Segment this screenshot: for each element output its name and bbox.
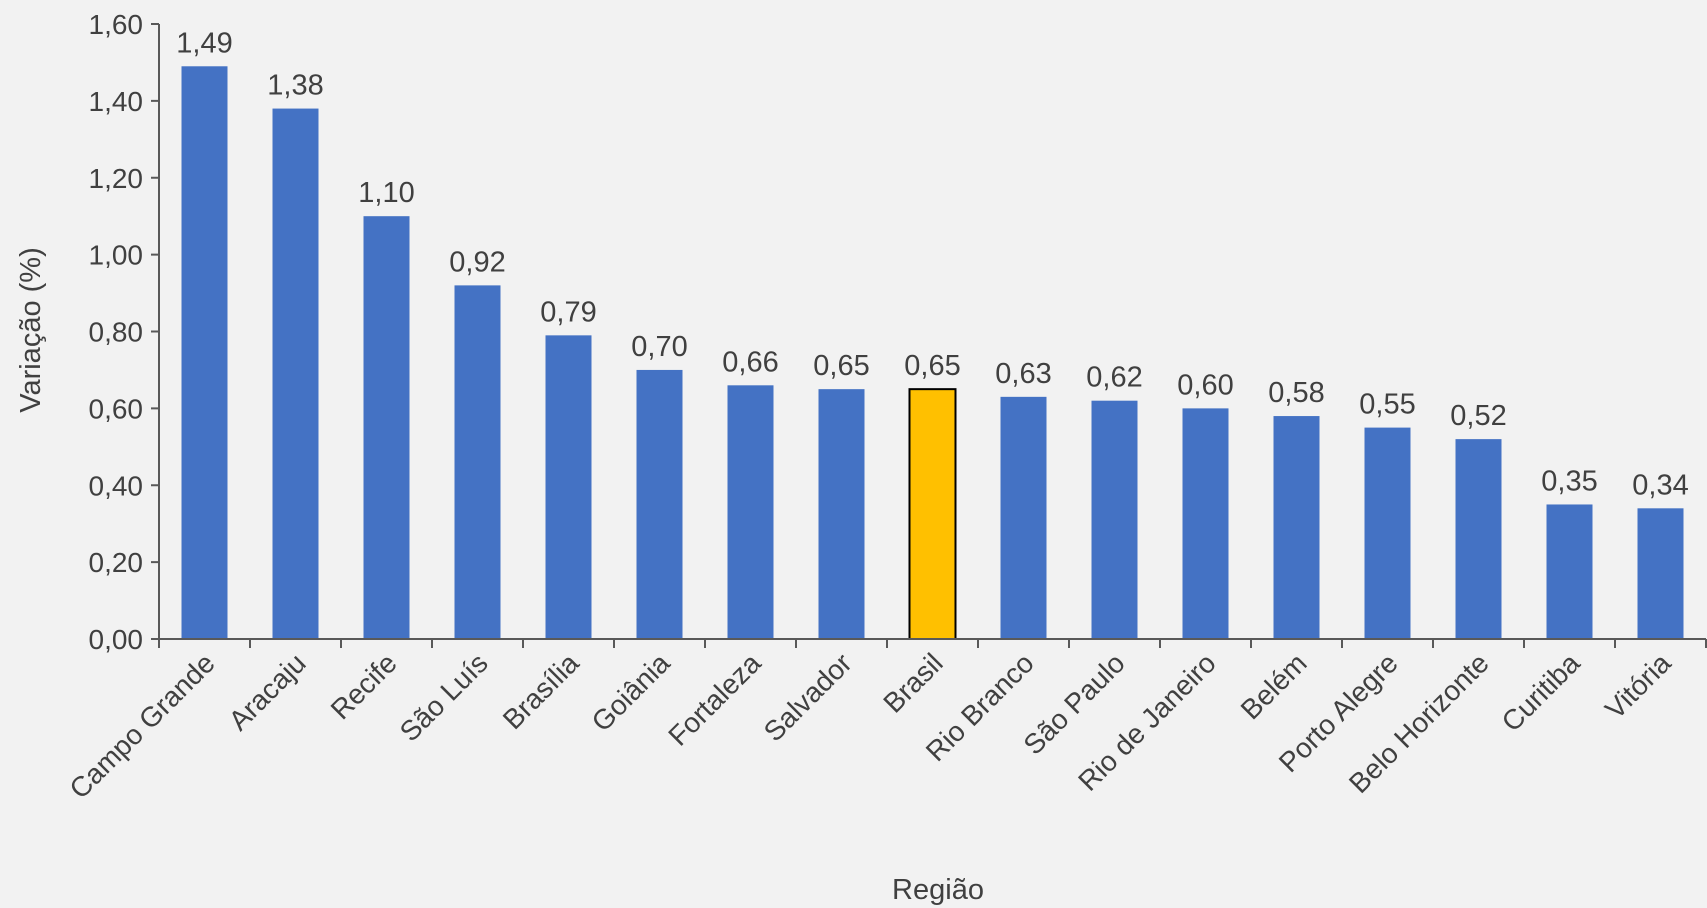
bar bbox=[363, 216, 410, 639]
data-label: 1,38 bbox=[267, 70, 323, 102]
y-tick-label: 0,60 bbox=[89, 393, 144, 424]
y-tick-label: 0,00 bbox=[89, 624, 144, 655]
bar bbox=[1182, 408, 1229, 639]
bar bbox=[1364, 427, 1411, 639]
y-tick-label: 1,60 bbox=[89, 9, 144, 40]
x-tick-label: Goiânia bbox=[586, 647, 676, 737]
bar bbox=[636, 369, 683, 639]
bar bbox=[272, 108, 319, 639]
x-tick-label: São Luís bbox=[394, 647, 494, 747]
bar-highlight bbox=[908, 388, 957, 640]
data-label: 0,58 bbox=[1268, 377, 1324, 409]
bar bbox=[545, 335, 592, 639]
x-tick-label: Vitória bbox=[1599, 647, 1677, 725]
y-tick-label: 0,80 bbox=[89, 317, 144, 348]
data-label: 0,63 bbox=[995, 358, 1051, 390]
data-label: 0,65 bbox=[813, 350, 869, 382]
bars-group bbox=[181, 66, 1684, 640]
y-tick-label: 0,40 bbox=[89, 470, 144, 501]
bar bbox=[1000, 396, 1047, 639]
bar bbox=[818, 389, 865, 639]
bar bbox=[1546, 504, 1593, 639]
y-tick-label: 1,00 bbox=[89, 240, 144, 271]
bar bbox=[1455, 439, 1502, 639]
data-label: 1,49 bbox=[176, 27, 232, 59]
data-label: 0,60 bbox=[1177, 369, 1233, 401]
data-label: 0,62 bbox=[1086, 362, 1142, 394]
y-axis: 0,00 0,20 0,40 0,60 0,80 1,00 1,20 1,40 1,60 bbox=[89, 9, 160, 655]
bar bbox=[454, 285, 501, 639]
x-tick-label: Brasília bbox=[497, 647, 585, 735]
data-label: 0,34 bbox=[1632, 469, 1688, 501]
y-tick-label: 1,40 bbox=[89, 86, 144, 117]
bar bbox=[727, 385, 774, 639]
bar bbox=[1091, 400, 1138, 639]
data-label: 0,55 bbox=[1359, 389, 1415, 421]
bar bbox=[1637, 508, 1684, 639]
data-label: 0,79 bbox=[540, 296, 596, 328]
data-label: 0,35 bbox=[1541, 465, 1597, 497]
data-label: 1,10 bbox=[358, 177, 414, 209]
data-label: 0,92 bbox=[449, 246, 505, 278]
x-tick-label: Aracaju bbox=[223, 647, 312, 736]
x-tick-label: Belém bbox=[1235, 647, 1313, 725]
x-tick-label: Curitiba bbox=[1496, 647, 1586, 737]
y-axis-title: Variação (%) bbox=[15, 247, 47, 412]
x-axis-title: Região bbox=[892, 874, 984, 906]
data-labels-group: 1,49 1,38 1,10 0,92 0,79 0,70 0,66 0,65 0,65 0,63… bbox=[176, 27, 1688, 501]
x-tick-label: Campo Grande bbox=[63, 647, 220, 804]
data-label: 0,70 bbox=[631, 331, 687, 363]
x-tick-label: Recife bbox=[325, 647, 403, 725]
data-label: 0,52 bbox=[1450, 400, 1506, 432]
x-tick-label: Fortaleza bbox=[662, 647, 767, 752]
bar bbox=[181, 66, 228, 639]
y-tick-label: 0,20 bbox=[89, 547, 144, 578]
bar bbox=[1273, 416, 1320, 639]
y-tick-label: 1,20 bbox=[89, 163, 144, 194]
x-tick-label: Salvador bbox=[758, 647, 858, 747]
x-tick-label: Brasil bbox=[877, 647, 948, 718]
data-label: 0,66 bbox=[722, 346, 778, 378]
data-label: 0,65 bbox=[904, 350, 960, 382]
